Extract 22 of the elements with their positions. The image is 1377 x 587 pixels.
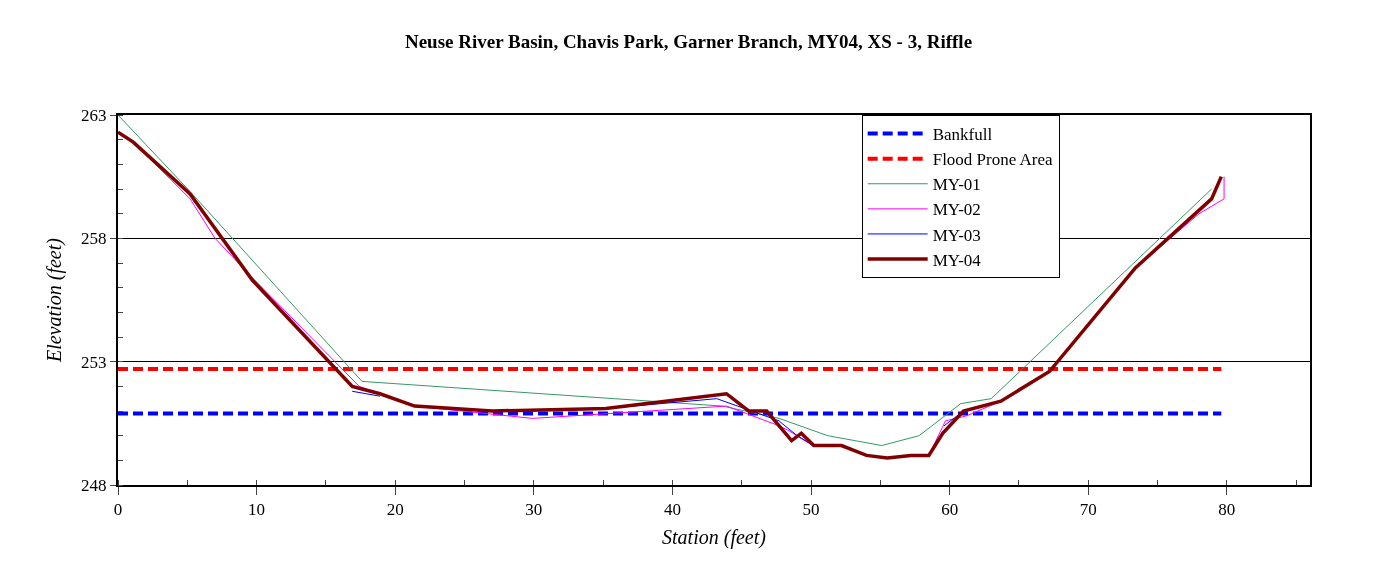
x-tick-label: 20 [386, 500, 404, 520]
legend-label: MY-04 [932, 250, 982, 270]
x-tick-label: 80 [1218, 500, 1236, 520]
legend-label: Flood Prone Area [932, 150, 1054, 170]
x-tick-label: 10 [248, 500, 266, 520]
x-axis-title: Station (feet) [662, 526, 767, 550]
legend-label: MY-01 [932, 175, 981, 195]
y-tick-label: 258 [81, 229, 107, 249]
legend-label: MY-02 [932, 200, 981, 220]
legend-label: Bankfull [932, 125, 993, 145]
x-tick-label: 50 [802, 500, 820, 520]
x-tick-label: 30 [525, 500, 543, 520]
x-tick-label: 0 [113, 500, 123, 520]
legend-label: MY-03 [932, 225, 981, 245]
y-tick-label: 253 [81, 352, 107, 372]
chart-title: Neuse River Basin, Chavis Park, Garner Branch, MY04, XS - 3, Riffle [404, 30, 973, 52]
y-tick-label: 248 [81, 475, 107, 495]
x-tick-label: 70 [1079, 500, 1097, 520]
y-tick-label: 263 [81, 105, 107, 125]
x-tick-label: 60 [941, 500, 959, 520]
x-tick-label: 40 [663, 500, 681, 520]
y-axis-title: Elevation (feet) [43, 237, 67, 363]
